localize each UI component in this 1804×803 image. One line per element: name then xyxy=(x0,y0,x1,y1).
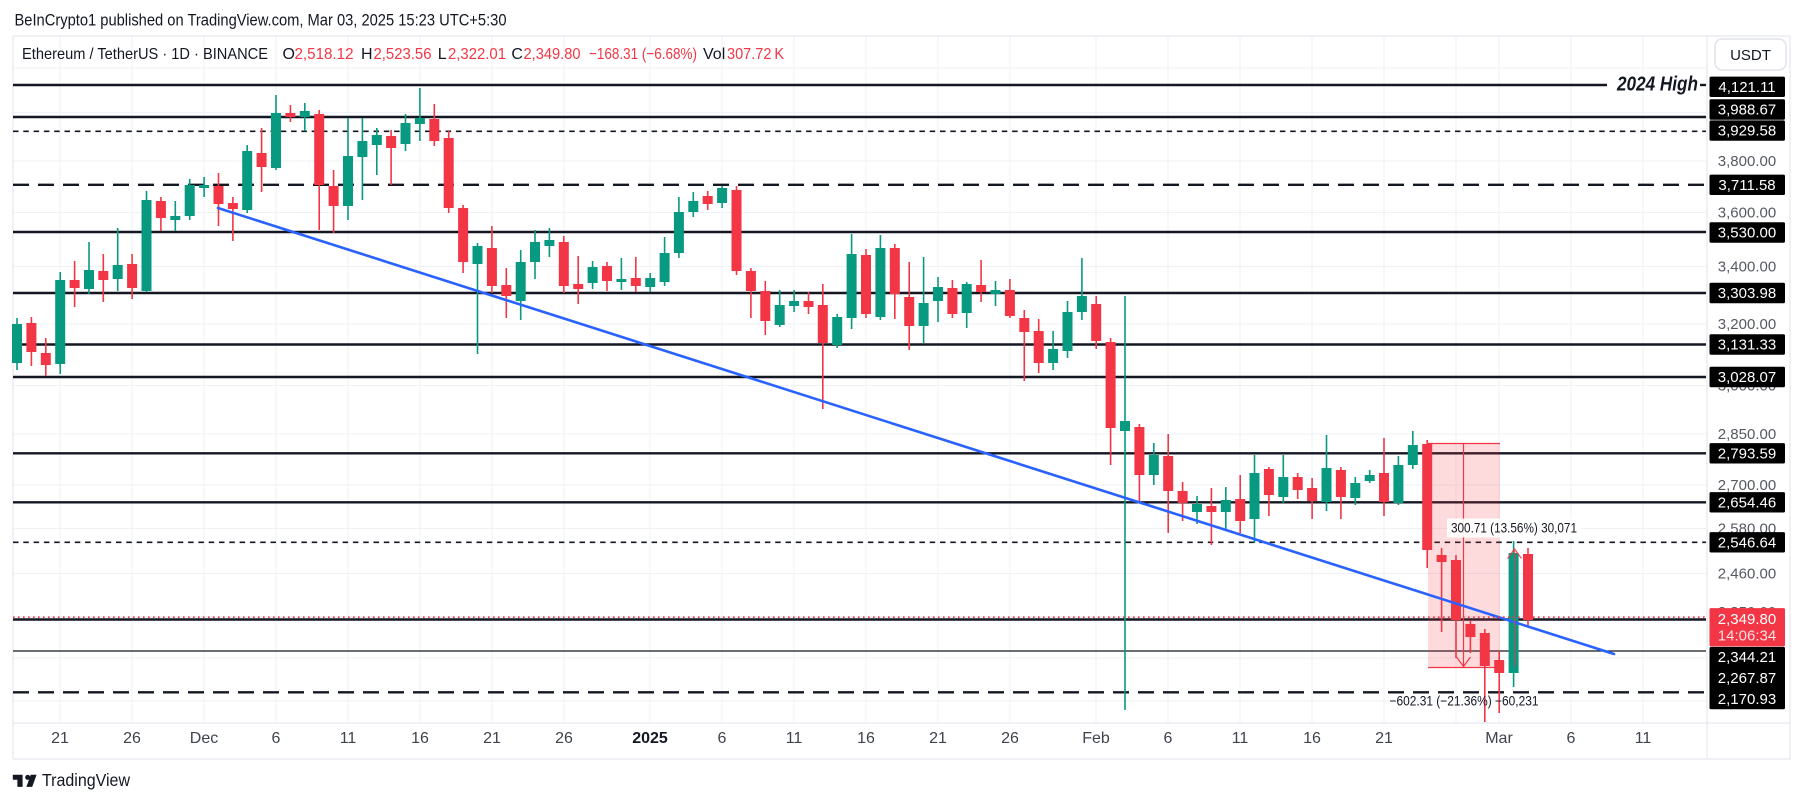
svg-text:Vol: Vol xyxy=(703,46,725,63)
svg-text:Dec: Dec xyxy=(190,730,218,747)
svg-text:21: 21 xyxy=(51,730,69,747)
svg-text:11: 11 xyxy=(1232,730,1249,747)
svg-text:26: 26 xyxy=(555,730,573,747)
svg-text:Feb: Feb xyxy=(1082,730,1110,747)
svg-text:6: 6 xyxy=(718,730,727,747)
svg-text:2,654.46: 2,654.46 xyxy=(1718,494,1776,511)
svg-text:4,121.11: 4,121.11 xyxy=(1718,79,1775,96)
svg-text:2024 High: 2024 High xyxy=(1616,74,1698,96)
svg-text:11: 11 xyxy=(1635,730,1652,747)
svg-text:2,546.64: 2,546.64 xyxy=(1718,534,1776,551)
svg-text:2,850.00: 2,850.00 xyxy=(1718,426,1776,443)
svg-text:2,700.00: 2,700.00 xyxy=(1718,477,1776,494)
svg-text:21: 21 xyxy=(483,730,501,747)
svg-text:USDT: USDT xyxy=(1730,47,1771,64)
svg-text:3,028.07: 3,028.07 xyxy=(1718,369,1776,386)
svg-text:26: 26 xyxy=(123,730,141,747)
svg-text:16: 16 xyxy=(1303,730,1321,747)
svg-text:6: 6 xyxy=(1567,730,1576,747)
svg-text:Ethereum / TetherUS · 1D · BIN: Ethereum / TetherUS · 1D · BINANCE xyxy=(22,46,268,63)
svg-text:Mar: Mar xyxy=(1485,730,1513,747)
svg-text:3,711.58: 3,711.58 xyxy=(1718,177,1775,194)
svg-text:2,460.00: 2,460.00 xyxy=(1718,565,1776,582)
svg-text:2,349.80: 2,349.80 xyxy=(524,46,581,63)
svg-text:26: 26 xyxy=(1001,730,1019,747)
svg-text:11: 11 xyxy=(340,730,357,747)
svg-text:16: 16 xyxy=(411,730,429,747)
svg-text:16: 16 xyxy=(857,730,875,747)
svg-text:3,400.00: 3,400.00 xyxy=(1718,259,1776,276)
svg-text:3,929.58: 3,929.58 xyxy=(1718,123,1776,140)
svg-text:14:06:34: 14:06:34 xyxy=(1718,627,1776,644)
svg-text:2,267.87: 2,267.87 xyxy=(1718,670,1776,687)
svg-text:3,988.67: 3,988.67 xyxy=(1718,102,1776,119)
svg-text:BeInCrypto1 published on Tradi: BeInCrypto1 published on TradingView.com… xyxy=(15,11,507,30)
svg-text:2,349.80: 2,349.80 xyxy=(1718,611,1776,628)
svg-text:2025: 2025 xyxy=(632,730,668,747)
svg-text:2,793.59: 2,793.59 xyxy=(1718,445,1776,462)
svg-text:O: O xyxy=(283,46,295,63)
svg-text:3,600.00: 3,600.00 xyxy=(1718,204,1776,221)
svg-text:3,530.00: 3,530.00 xyxy=(1718,225,1776,242)
svg-text:6: 6 xyxy=(1164,730,1173,747)
svg-text:2,322.01: 2,322.01 xyxy=(448,46,506,63)
svg-text:2,523.56: 2,523.56 xyxy=(374,46,432,63)
svg-text:L: L xyxy=(438,46,447,63)
svg-text:TradingView: TradingView xyxy=(42,770,130,790)
svg-text:3,131.33: 3,131.33 xyxy=(1718,337,1776,354)
svg-text:C: C xyxy=(511,46,523,63)
svg-text:300.71 (13.56%) 30,071: 300.71 (13.56%) 30,071 xyxy=(1451,521,1577,536)
svg-text:−602.31 (−21.36%) −60,231: −602.31 (−21.36%) −60,231 xyxy=(1390,694,1539,709)
svg-text:21: 21 xyxy=(929,730,947,747)
svg-text:2,170.93: 2,170.93 xyxy=(1718,691,1776,708)
svg-text:307.72 K: 307.72 K xyxy=(727,46,784,63)
svg-text:3,303.98: 3,303.98 xyxy=(1718,285,1776,302)
svg-text:3,800.00: 3,800.00 xyxy=(1718,153,1776,170)
svg-text:−168.31 (−6.68%): −168.31 (−6.68%) xyxy=(589,46,697,63)
svg-text:2,518.12: 2,518.12 xyxy=(295,46,354,63)
svg-text:21: 21 xyxy=(1375,730,1393,747)
svg-text:11: 11 xyxy=(786,730,803,747)
svg-text:H: H xyxy=(361,46,373,63)
svg-text:6: 6 xyxy=(272,730,281,747)
svg-text:2,344.21: 2,344.21 xyxy=(1718,649,1776,666)
svg-text:3,200.00: 3,200.00 xyxy=(1718,316,1776,333)
